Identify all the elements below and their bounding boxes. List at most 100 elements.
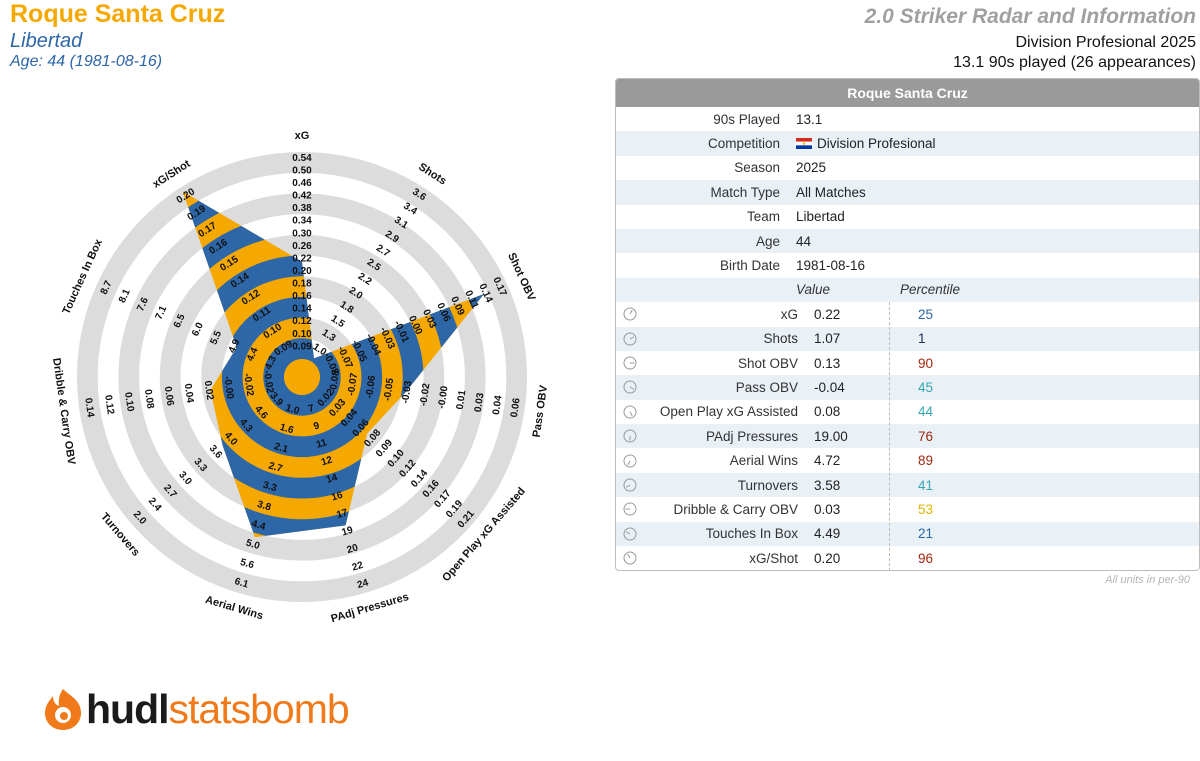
- age-line: Age: 44 (1981-08-16): [10, 53, 163, 70]
- radar-tick-label: 2.7: [267, 460, 284, 475]
- radar-tick-label: 0.04: [182, 383, 196, 404]
- radar-tick-label: 5.6: [239, 557, 256, 572]
- radar-tick-label: -0.08: [328, 369, 342, 394]
- metric-icon-cell: [616, 454, 644, 468]
- radar-tick-label: 0.18: [292, 279, 312, 290]
- paraguay-flag-icon: [796, 138, 812, 150]
- hudl-flame-icon: [45, 689, 81, 730]
- radar-tick-label: 5.0: [245, 538, 262, 553]
- radar-tick-label: 0.20: [292, 266, 312, 277]
- radar-axis-label: Dribble & Carry OBV: [50, 357, 77, 466]
- metric-icon-cell: [616, 356, 644, 370]
- player-name: Roque Santa Cruz: [10, 0, 226, 28]
- metric-percentile: 96: [918, 550, 934, 566]
- info-row-value-cell: 1981-08-16: [788, 258, 865, 273]
- logo-text-statsbomb: statsbomb: [168, 685, 350, 732]
- metric-label: Shots: [763, 331, 798, 347]
- radar-tick-label: 7: [307, 403, 316, 415]
- info-row-value: 44: [796, 233, 812, 249]
- radar-tick-label: 0.34: [292, 216, 312, 227]
- metric-icon-cell: [616, 307, 644, 321]
- info-row-label: Age: [755, 233, 780, 249]
- metrics-subheader: Value Percentile: [616, 277, 1199, 303]
- radar-tick-label: 0.02: [202, 380, 216, 401]
- radar-tick-label: 0.10: [292, 329, 312, 340]
- metric-value: 4.49: [814, 526, 841, 542]
- radar-axis-label: Aerial Wins: [204, 594, 265, 622]
- radar-tick-label: 17: [335, 507, 349, 521]
- radar-tick-label: 0.10: [122, 392, 136, 413]
- hudl-statsbomb-logo: hudl statsbomb: [40, 685, 350, 732]
- metric-icon-cell: [616, 332, 644, 346]
- radar-tick-label: 8.1: [117, 287, 133, 305]
- metric-icon-cell: [616, 405, 644, 419]
- radar-tick-label: 12: [320, 455, 334, 469]
- info-row-label: Season: [734, 160, 780, 176]
- logo-text-hudl: hudl: [86, 685, 170, 732]
- info-row-value: 2025: [796, 160, 827, 176]
- radar-tick-label: 9: [312, 420, 321, 432]
- radar-tick-label: -0.05: [382, 377, 396, 402]
- metric-label: xG/Shot: [749, 550, 798, 566]
- info-row-value: Division Profesional: [817, 136, 936, 152]
- metric-label: Pass OBV: [735, 379, 798, 395]
- radar-tick-label: 0.16: [292, 291, 312, 302]
- info-row: Season 2025: [616, 156, 1199, 180]
- metric-row: xG/Shot 0.20 96: [616, 546, 1199, 570]
- info-row: Birth Date 1981-08-16: [616, 253, 1199, 277]
- metric-row: PAdj Pressures 19.00 76: [616, 424, 1199, 449]
- radar-tick-label: 2.4: [146, 496, 164, 514]
- radar-tick-label: 0.38: [292, 203, 312, 214]
- report-title: 2.0 Striker Radar and Information: [864, 5, 1196, 28]
- gauge-icon: [623, 502, 637, 516]
- metric-value: -0.04: [814, 379, 845, 395]
- metric-label: Open Play xG Assisted: [659, 404, 798, 420]
- metric-row: Dribble & Carry OBV 0.03 53: [616, 497, 1199, 521]
- info-row-value: All Matches: [796, 184, 866, 200]
- metric-value: 1.07: [814, 331, 841, 347]
- metric-percentile: 1: [918, 331, 926, 347]
- radar-tick-label: 6.1: [233, 576, 250, 591]
- radar-tick-label: 7.6: [135, 295, 151, 313]
- gauge-icon: [623, 405, 637, 419]
- metric-row: Touches In Box 4.49 21: [616, 521, 1199, 547]
- metric-value: 3.58: [814, 477, 841, 493]
- radar-tick-label: -0.06: [364, 374, 378, 399]
- info-row-value-cell: 44: [788, 234, 811, 249]
- metric-value: 19.00: [814, 428, 848, 444]
- radar-tick-label: 0.04: [491, 394, 505, 415]
- metric-row: Aerial Wins 4.72 89: [616, 448, 1199, 472]
- radar-tick-label: 14: [325, 472, 339, 486]
- radar-tick-label: 0.03: [473, 392, 487, 413]
- radar-tick-label: 0.12: [102, 394, 116, 415]
- radar-tick-label: -0.02: [241, 373, 255, 398]
- metric-icon-cell: [616, 380, 644, 394]
- info-row: Team Libertad: [616, 205, 1199, 229]
- metric-percentile: 90: [918, 355, 934, 371]
- radar-tick-label: -0.07: [346, 372, 360, 397]
- metric-label: Dribble & Carry OBV: [673, 501, 798, 517]
- info-row-value-cell: Libertad: [788, 209, 845, 224]
- metric-icon-cell: [616, 527, 644, 541]
- metric-row: xG 0.22 25: [616, 302, 1199, 326]
- gauge-icon: [623, 454, 637, 468]
- metric-value: 0.13: [814, 355, 841, 371]
- radar-tick-label: 8.7: [99, 279, 115, 297]
- radar-tick-label: 5.5: [208, 329, 224, 347]
- metric-row: Turnovers 3.58 41: [616, 472, 1199, 498]
- radar-tick-label: 6.5: [172, 312, 188, 330]
- info-row-value: 13.1: [796, 111, 823, 127]
- metric-percentile: 21: [918, 526, 934, 542]
- info-row: Competition Division Profesional: [616, 131, 1199, 156]
- radar-tick-label: 0.22: [292, 253, 312, 264]
- radar-tick-label: 4.3: [263, 354, 279, 372]
- radar-tick-label: -0.00: [221, 376, 235, 401]
- radar-axis-label: xG: [295, 130, 310, 142]
- metric-value: 0.03: [814, 501, 841, 517]
- info-row: 90s Played 13.1: [616, 107, 1199, 131]
- radar-tick-label: 0.06: [509, 397, 523, 418]
- radar-tick-label: 0.08: [142, 389, 156, 410]
- radar-chart: 0.090.100.120.140.160.180.200.220.260.30…: [50, 130, 550, 625]
- radar-tick-label: 0.26: [292, 241, 312, 252]
- info-row-label: 90s Played: [713, 111, 780, 127]
